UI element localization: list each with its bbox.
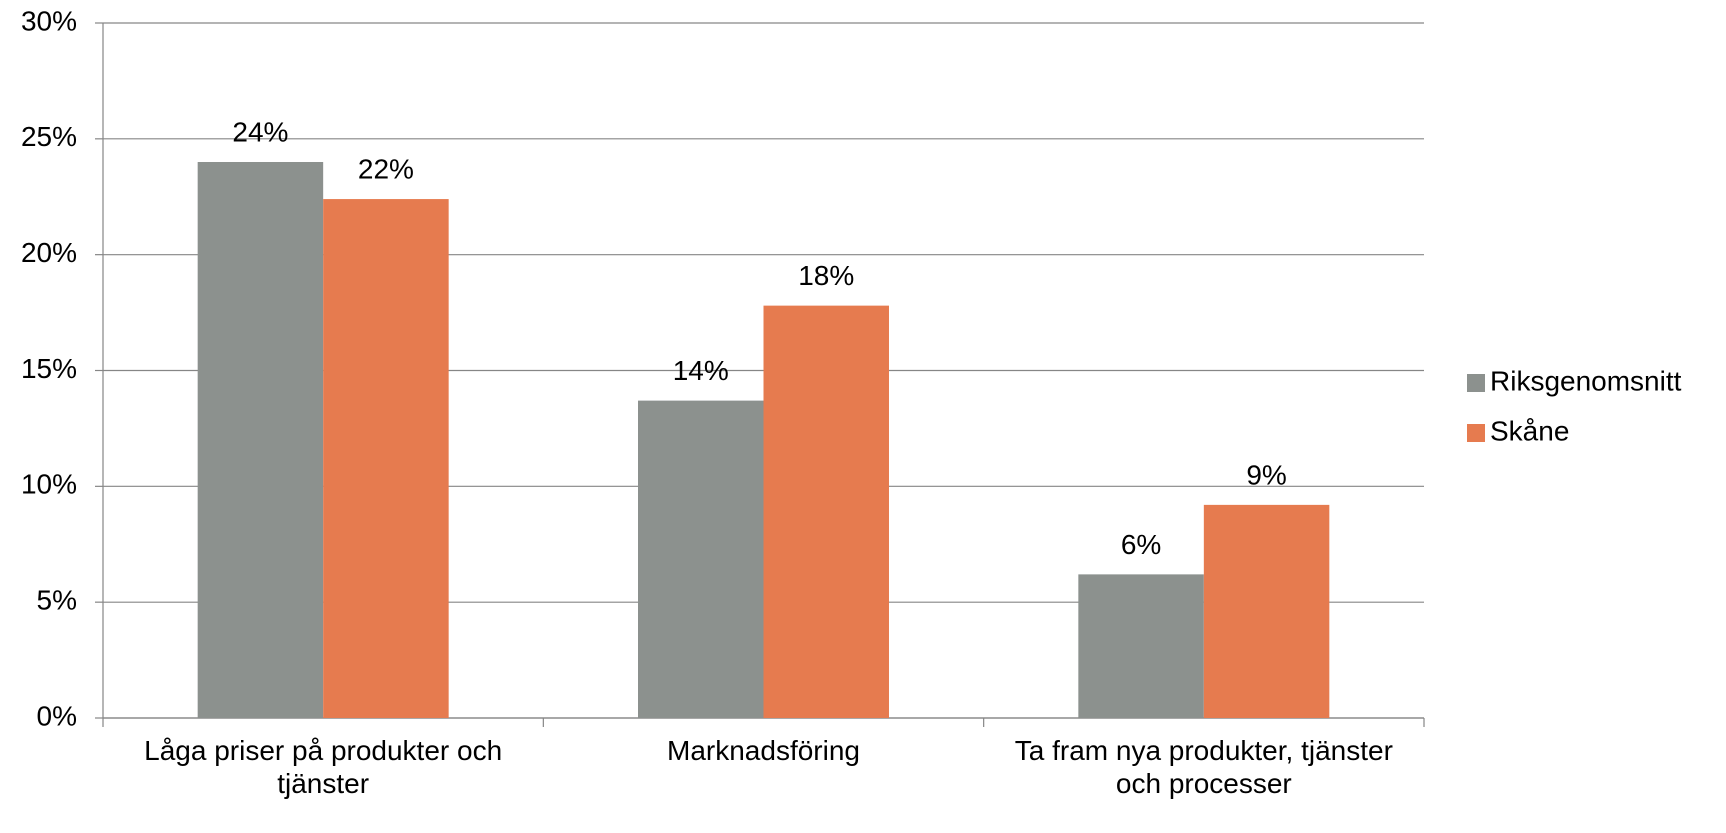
bar <box>197 162 324 718</box>
bar <box>1078 574 1204 718</box>
data-label: 24% <box>232 116 288 147</box>
data-label: 14% <box>673 355 729 386</box>
data-label: 6% <box>1121 529 1161 560</box>
x-tick-label: Ta fram nya produkter, tjänster och proc… <box>1014 735 1393 799</box>
bar <box>638 400 764 718</box>
y-tick-label: 0% <box>37 700 77 731</box>
legend-label: Riksgenomsnitt <box>1490 365 1682 396</box>
y-tick-label: 5% <box>37 585 77 616</box>
data-label: 9% <box>1246 459 1286 490</box>
x-tick-label: Låga priser på produkter och tjänster <box>144 735 503 799</box>
y-tick-label: 30% <box>21 5 77 36</box>
y-tick-label: 20% <box>21 237 77 268</box>
legend-label: Skåne <box>1490 415 1569 446</box>
bar <box>1203 504 1330 718</box>
data-label: 22% <box>358 153 414 184</box>
y-tick-label: 15% <box>21 353 77 384</box>
y-tick-label: 10% <box>21 469 77 500</box>
x-tick-label: Marknadsföring <box>667 735 860 766</box>
y-tick-label: 25% <box>21 121 77 152</box>
bar <box>323 199 449 719</box>
legend-swatch <box>1467 424 1485 442</box>
legend-swatch <box>1467 374 1485 392</box>
bar <box>763 305 889 718</box>
data-label: 18% <box>798 260 854 291</box>
